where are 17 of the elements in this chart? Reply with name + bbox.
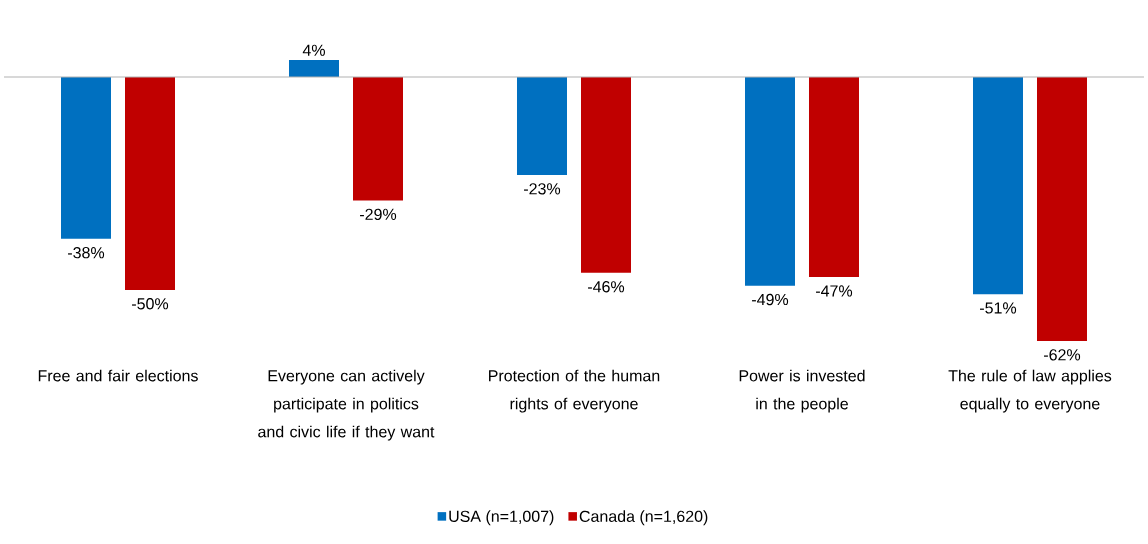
data-label: -49% [752,293,789,306]
x-tick-label: Power is invested in the people [739,369,865,413]
x-tick-label: Protection of the human rights of everyone [489,369,660,413]
data-label: -51% [980,302,1017,314]
data-label: -38% [68,247,105,259]
legend-label: USA (n=1,007) [449,510,554,526]
legend-label: Canada (n=1,620) [579,510,708,526]
data-label: -62% [1044,349,1081,361]
data-label: -50% [132,298,169,310]
data-label: -47% [816,285,853,297]
data-label: -23% [524,183,561,195]
data-label: -46% [588,281,625,293]
x-tick-label: Everyone can actively participate in politics and civic life if they want [258,369,435,441]
x-tick-label: The rule of law applies equally to everyone [948,369,1112,413]
data-label: 4% [302,44,325,56]
data-label: -29% [360,208,397,221]
x-tick-label: Free and fair elections [38,369,198,382]
